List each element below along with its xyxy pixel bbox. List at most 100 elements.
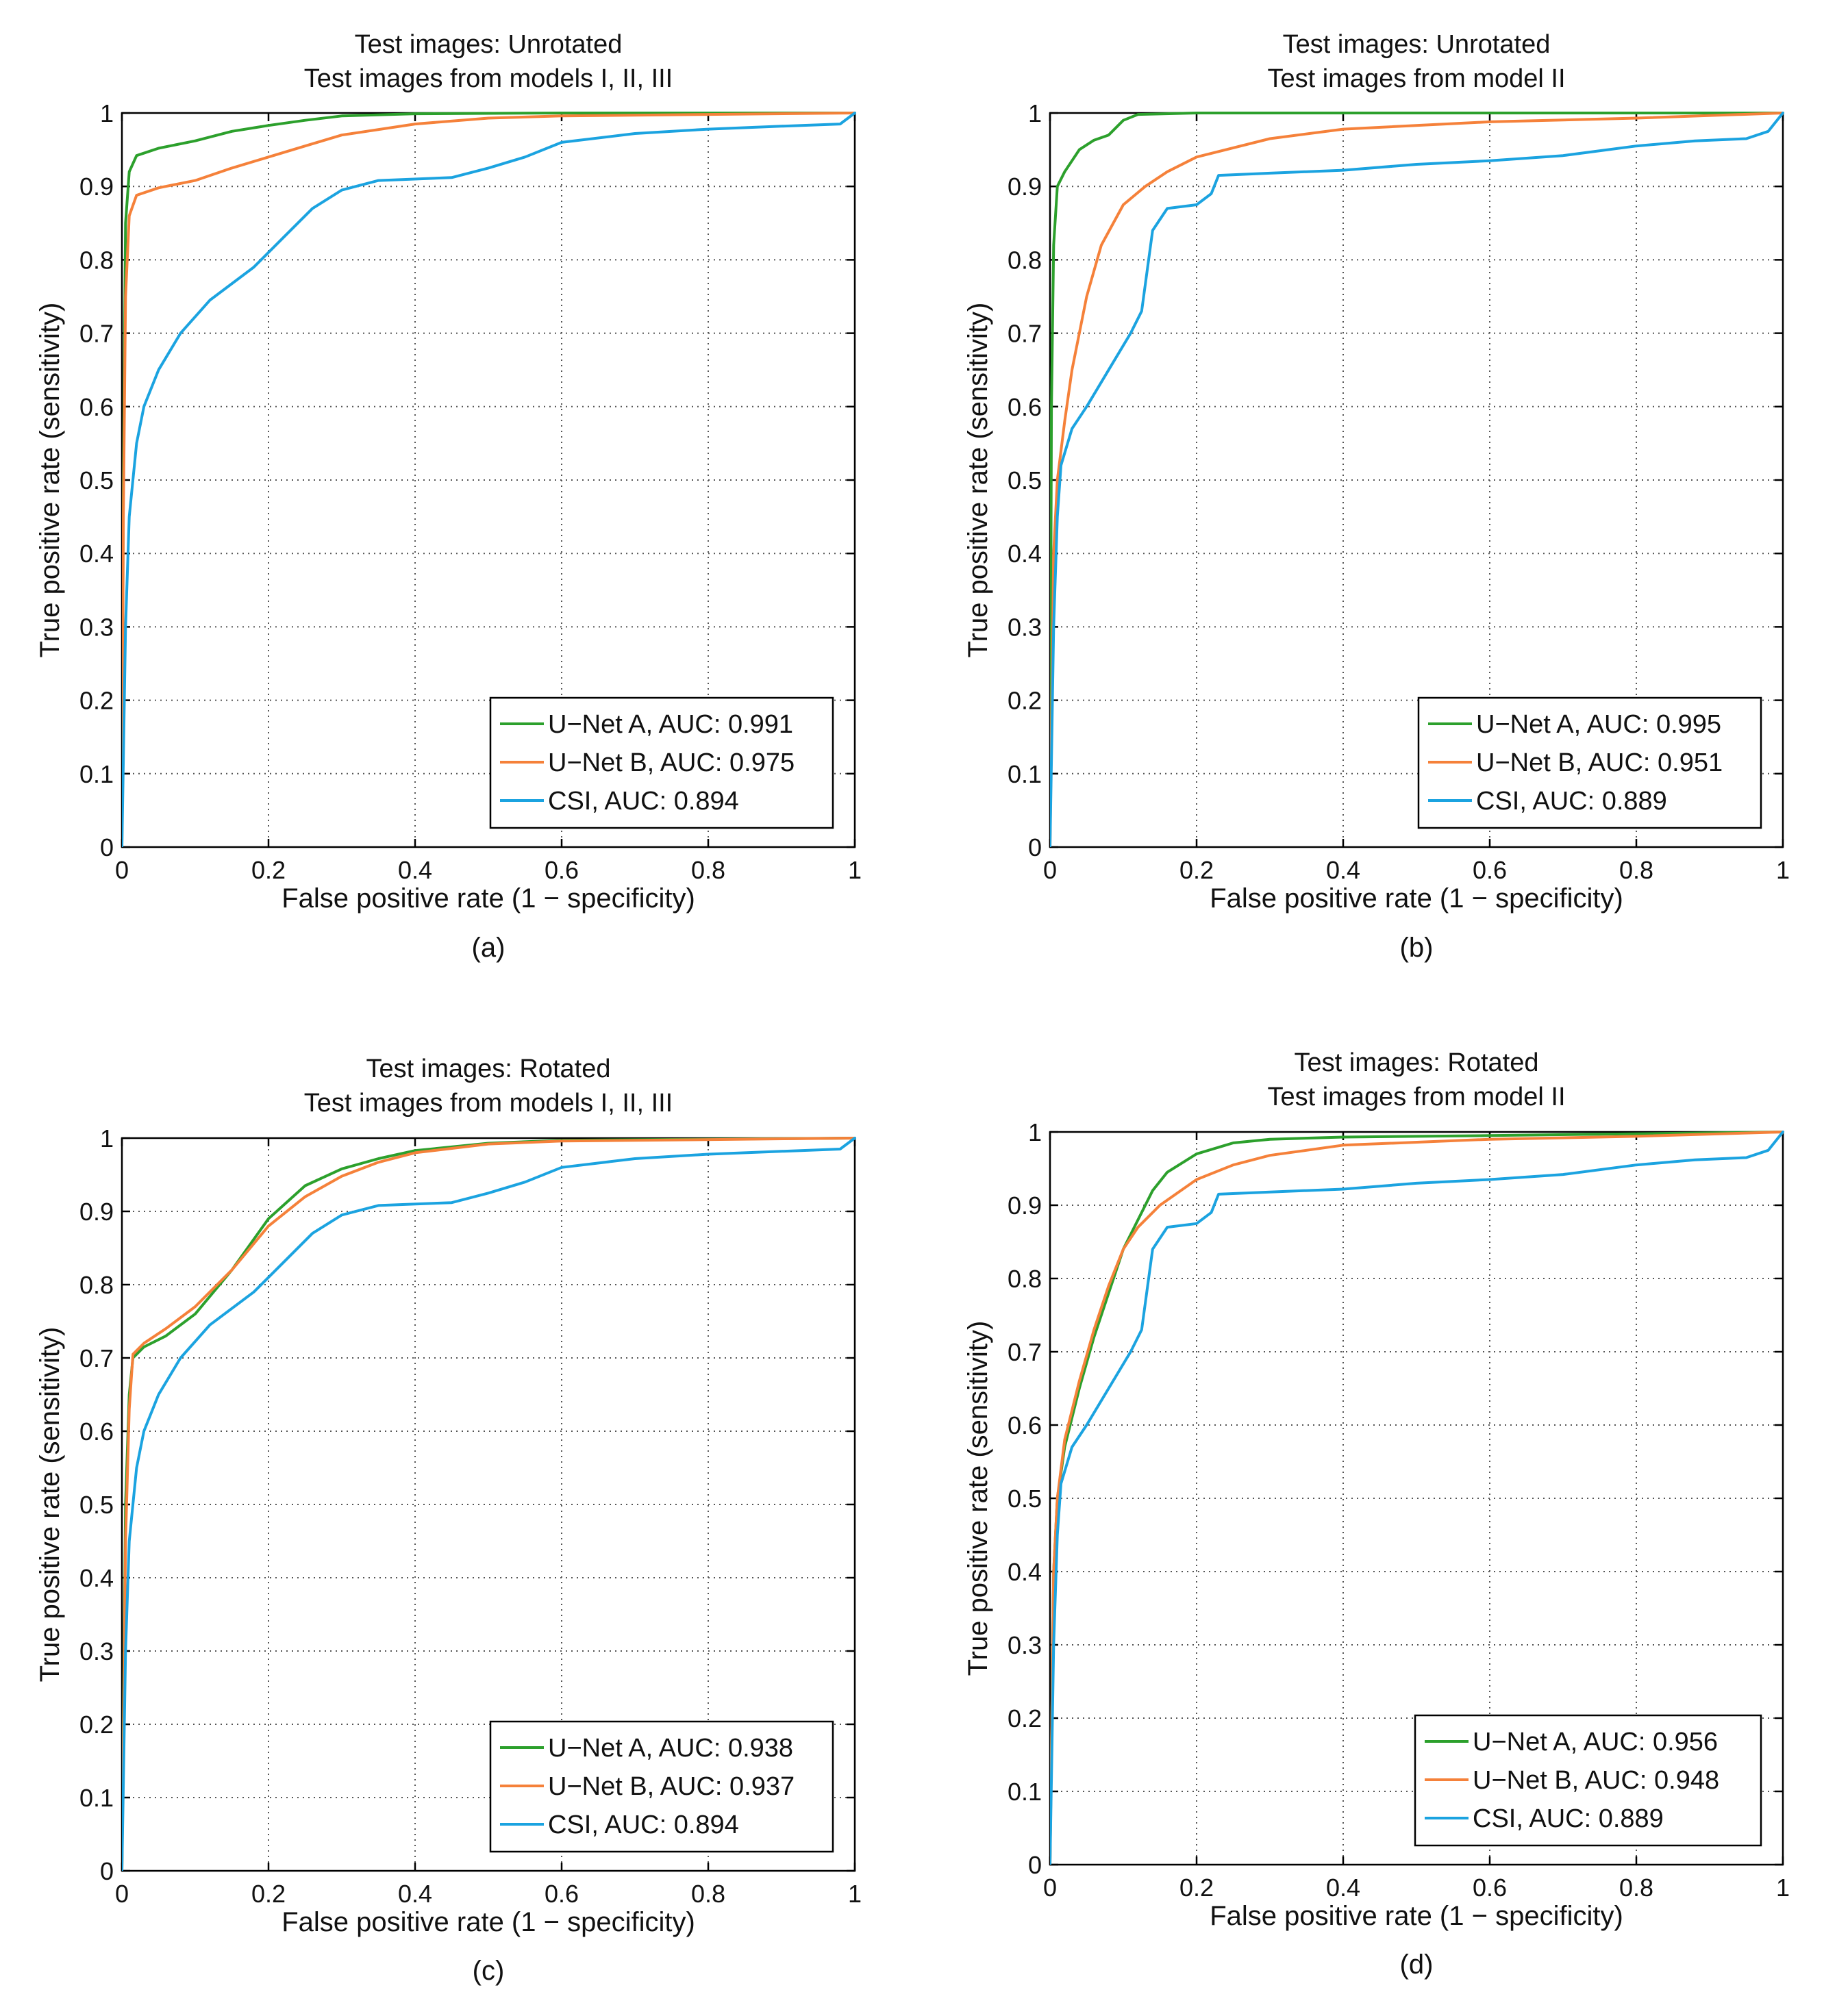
x-tick-label: 0.8: [1619, 1874, 1653, 1902]
chart-title: Test images: Unrotated: [355, 30, 623, 59]
y-tick-label: 0.5: [1008, 466, 1042, 494]
y-tick-label: 0.2: [1008, 1704, 1042, 1732]
chart-title: Test images: Rotated: [1295, 1048, 1539, 1077]
x-tick-label: 0.2: [251, 1880, 286, 1908]
legend-entry-label: U−Net B, AUC: 0.975: [548, 748, 795, 777]
x-tick-label: 0.2: [1179, 1874, 1214, 1902]
roc-panel-b: Test images: Unrotated Test images from m…: [963, 30, 1790, 963]
y-tick-label: 0.1: [1008, 760, 1042, 788]
panel-label: (c): [473, 1956, 505, 1986]
x-tick-label: 0.4: [1326, 856, 1360, 884]
roc-panel-c: Test images: Rotated Test images from mod…: [35, 1055, 862, 1986]
y-tick-label: 0.3: [79, 1637, 114, 1665]
x-tick-label: 0.2: [251, 856, 286, 884]
y-tick-label: 0.4: [79, 1564, 114, 1592]
x-tick-label: 0.4: [398, 856, 432, 884]
roc-panel-a: Test images: Unrotated Test images from m…: [35, 30, 862, 963]
y-tick-label: 0.5: [79, 1491, 114, 1519]
y-tick-label: 0.4: [79, 540, 114, 568]
y-tick-label: 0.3: [79, 613, 114, 641]
y-tick-label: 0.9: [79, 173, 114, 201]
panel-label: (d): [1400, 1950, 1434, 1980]
y-tick-label: 0.6: [1008, 1411, 1042, 1439]
chart-subtitle: Test images from model II: [1267, 64, 1565, 93]
y-axis-label: True positive rate (sensitivity): [963, 1321, 993, 1676]
y-tick-label: 0.4: [1008, 540, 1042, 568]
x-tick-label: 1: [1776, 856, 1790, 884]
series-line-csi: [122, 112, 856, 847]
x-tick-label: 0.8: [1619, 856, 1653, 884]
y-tick-label: 1: [100, 1124, 114, 1152]
x-tick-label: 0.8: [691, 856, 725, 884]
y-tick-label: 0.5: [1008, 1485, 1042, 1513]
x-axis-label: False positive rate (1 − specificity): [1210, 1901, 1623, 1931]
legend-entry-label: CSI, AUC: 0.894: [548, 1811, 739, 1839]
x-axis-label: False positive rate (1 − specificity): [282, 883, 695, 914]
x-tick-label: 0.8: [691, 1880, 725, 1908]
legend-box: [489, 696, 834, 829]
series-line-csi: [1050, 112, 1784, 847]
y-tick-label: 0: [100, 1857, 114, 1885]
y-tick-label: 0.9: [1008, 173, 1042, 201]
series-line-unet-a: [1050, 112, 1784, 847]
y-tick-label: 0.6: [79, 393, 114, 421]
y-tick-label: 0.4: [1008, 1558, 1042, 1586]
x-tick-label: 0.6: [1473, 856, 1507, 884]
y-tick-label: 0.2: [1008, 687, 1042, 715]
grid: [1050, 113, 1783, 847]
y-tick-label: 0: [100, 833, 114, 861]
x-tick-label: 0: [115, 1880, 129, 1908]
y-tick-label: 0.1: [1008, 1778, 1042, 1806]
legend-box: [1417, 696, 1762, 829]
chart-title: Test images: Unrotated: [1283, 30, 1551, 59]
legend: U−Net A, AUC: 0.995 U−Net B, AUC: 0.951 CS…: [1417, 696, 1762, 829]
y-tick-label: 0.8: [79, 246, 114, 274]
series-line-csi: [1050, 1131, 1784, 1865]
legend-entry-label: U−Net B, AUC: 0.951: [1476, 748, 1723, 777]
legend-entry-label: CSI, AUC: 0.889: [1476, 787, 1667, 816]
y-tick-label: 0.9: [1008, 1192, 1042, 1220]
y-tick-label: 1: [1028, 99, 1042, 127]
chart-subtitle: Test images from models I, II, III: [304, 64, 673, 93]
legend-box: [1414, 1714, 1762, 1847]
x-tick-label: 0.2: [1179, 856, 1214, 884]
y-tick-label: 0.6: [79, 1418, 114, 1446]
panel-label: (a): [472, 933, 505, 963]
y-tick-label: 0.7: [1008, 1338, 1042, 1366]
panel-label: (b): [1400, 933, 1434, 963]
x-tick-label: 1: [848, 856, 862, 884]
y-tick-label: 0.2: [79, 1711, 114, 1739]
x-tick-label: 0: [1043, 856, 1057, 884]
series-line-unet-b: [1050, 112, 1784, 847]
y-tick-label: 0.6: [1008, 393, 1042, 421]
y-axis-label: True positive rate (sensitivity): [963, 303, 993, 658]
y-tick-label: 0: [1028, 833, 1042, 861]
y-axis-label: True positive rate (sensitivity): [35, 303, 65, 658]
y-tick-label: 0.3: [1008, 613, 1042, 641]
roc-panel-d: Test images: Rotated Test images from mod…: [963, 1048, 1790, 1980]
chart-subtitle: Test images from model II: [1267, 1083, 1565, 1111]
legend-entry-label: U−Net B, AUC: 0.948: [1473, 1766, 1719, 1795]
y-tick-label: 0.9: [79, 1198, 114, 1226]
legend-box: [489, 1720, 834, 1853]
y-tick-label: 0.8: [79, 1271, 114, 1299]
x-axis-label: False positive rate (1 − specificity): [1210, 883, 1623, 914]
x-tick-label: 1: [848, 1880, 862, 1908]
y-tick-label: 1: [100, 99, 114, 127]
x-axis-label: False positive rate (1 − specificity): [282, 1907, 695, 1937]
series-line-unet-b: [122, 1137, 856, 1871]
x-tick-label: 1: [1776, 1874, 1790, 1902]
y-tick-label: 0.8: [1008, 246, 1042, 274]
x-tick-label: 0.6: [545, 1880, 579, 1908]
y-tick-label: 0.1: [79, 760, 114, 788]
chart-subtitle: Test images from models I, II, III: [304, 1089, 673, 1118]
series-line-unet-b: [1050, 1131, 1784, 1865]
y-tick-label: 0.7: [79, 320, 114, 348]
y-tick-label: 0.1: [79, 1784, 114, 1812]
grid: [122, 113, 855, 847]
x-tick-label: 0.6: [1473, 1874, 1507, 1902]
chart-title: Test images: Rotated: [366, 1055, 611, 1083]
legend-entry-label: U−Net A, AUC: 0.956: [1473, 1728, 1718, 1756]
y-tick-label: 0.2: [79, 687, 114, 715]
